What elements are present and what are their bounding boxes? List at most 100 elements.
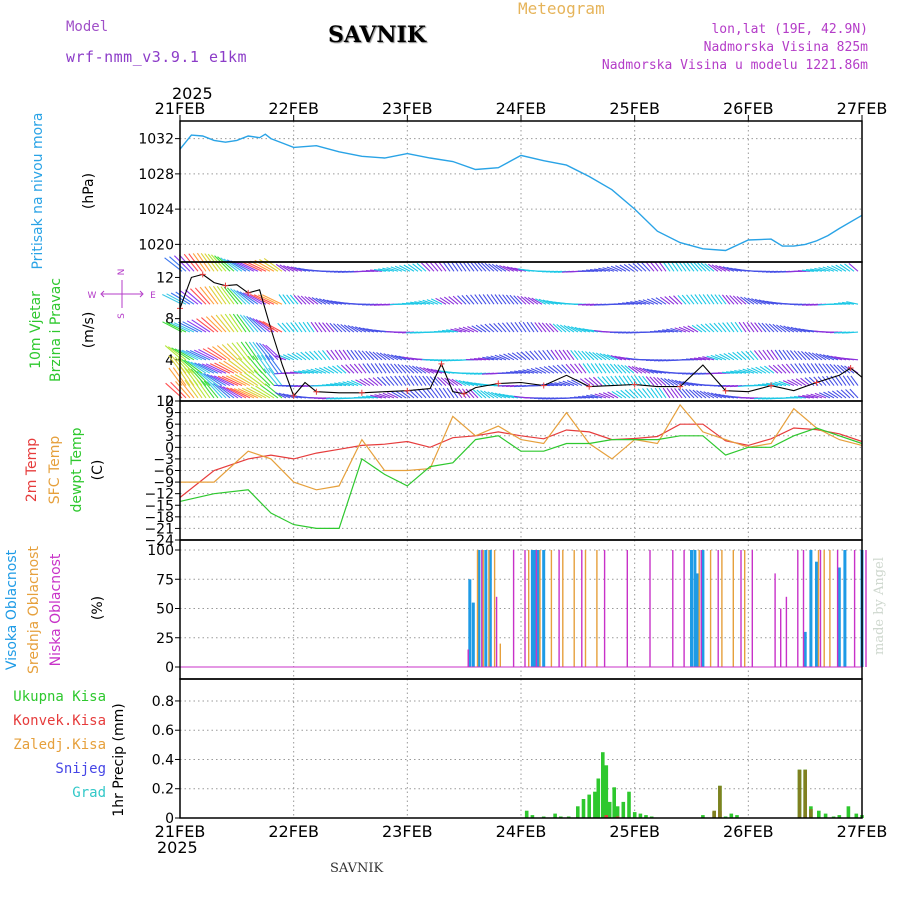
wind-barb xyxy=(574,363,583,374)
wind-barb xyxy=(474,357,487,361)
wind-barb xyxy=(180,358,199,374)
wind-barb xyxy=(345,364,355,374)
wind-barb xyxy=(232,358,251,374)
wind-barb xyxy=(437,376,447,386)
wind-barb xyxy=(602,363,611,374)
wind-barb xyxy=(218,361,239,374)
wind-barb xyxy=(362,363,371,374)
wind-barb xyxy=(710,354,723,361)
wind-y-tick: 0 xyxy=(165,394,174,410)
wind-barb xyxy=(711,264,723,272)
wind-barb xyxy=(482,294,491,305)
wind-barb xyxy=(609,363,619,374)
wind-barb xyxy=(740,296,751,305)
wind-barb xyxy=(645,376,655,386)
wind-barb xyxy=(719,353,731,361)
wind-barb xyxy=(786,349,795,361)
wind-barb xyxy=(787,326,799,333)
wind-barb xyxy=(700,323,711,333)
wind-barb xyxy=(171,347,191,361)
wind-barb xyxy=(306,321,315,333)
wind-barb xyxy=(217,256,235,272)
wind-barb xyxy=(217,375,239,387)
wind-barb xyxy=(404,389,415,399)
wind-barb xyxy=(651,297,663,305)
wind-barb xyxy=(674,261,683,272)
wind-barb xyxy=(635,366,647,374)
wind-barb xyxy=(478,294,487,305)
wind-barb xyxy=(730,267,743,272)
wind-barb xyxy=(579,378,591,387)
precip-bar-0 xyxy=(632,812,637,818)
wind-barb xyxy=(434,369,447,374)
wind-barb xyxy=(642,388,651,399)
wind-barb xyxy=(410,301,423,305)
wind-barb xyxy=(374,394,387,399)
wind-barb xyxy=(214,255,231,272)
cloud-bar-1 xyxy=(698,550,700,667)
wind-barb xyxy=(658,261,667,272)
wind-barb xyxy=(662,329,675,333)
wind-barb xyxy=(637,388,647,399)
cloud-bar-0 xyxy=(695,573,699,667)
wind-barb xyxy=(846,301,859,305)
wind-barb xyxy=(516,295,527,305)
pressure-y-tick: 1028 xyxy=(138,167,174,183)
wind-barb xyxy=(475,324,487,333)
wind-barb xyxy=(730,321,739,333)
cloud-bar-2 xyxy=(836,550,839,667)
wind-barb xyxy=(793,350,803,361)
cloud-bar-1 xyxy=(528,550,530,667)
wind-barb xyxy=(545,322,555,333)
wind-barb xyxy=(794,396,807,399)
wind-barb xyxy=(175,291,195,305)
wind-barb xyxy=(831,265,843,272)
wind-barb xyxy=(358,326,371,333)
precip-bar-0 xyxy=(607,801,612,818)
temp-y-tick: −12 xyxy=(144,487,174,503)
wind-ylabel-2: Brzina i Pravac xyxy=(48,278,64,382)
wind-barb xyxy=(585,351,595,361)
precip-bar-0 xyxy=(601,752,605,818)
wind-barb xyxy=(704,263,715,272)
cloud-bar-2 xyxy=(780,608,782,667)
wind-barb xyxy=(768,323,779,333)
cloud-bar-2 xyxy=(603,550,606,667)
wind-barb xyxy=(430,298,443,305)
wind-barb xyxy=(247,355,263,374)
wind-barb xyxy=(804,351,815,361)
wind-barb xyxy=(268,367,283,386)
precip-bar-0 xyxy=(581,799,586,818)
cloud-bar-0 xyxy=(530,550,534,667)
wind-barb xyxy=(329,322,339,333)
wind-barb xyxy=(433,261,443,272)
wind-barb xyxy=(191,319,211,333)
wind-barb xyxy=(239,314,255,333)
wind-barb xyxy=(385,376,395,386)
wind-barb xyxy=(308,296,319,305)
wind-barb xyxy=(543,366,555,374)
wind-barb xyxy=(389,375,399,386)
wind-barb xyxy=(190,368,207,386)
wind-barb xyxy=(535,298,547,305)
wind-barb xyxy=(556,364,567,374)
wind-barb xyxy=(173,322,195,333)
wind-barb xyxy=(241,387,263,399)
wind-barb xyxy=(421,388,431,399)
wind-barb xyxy=(230,374,251,387)
cloud-bar-2 xyxy=(853,550,856,667)
wind-barb xyxy=(290,266,303,272)
wind-barb xyxy=(187,368,203,386)
wind-barb xyxy=(207,347,227,361)
wind-unit: (m/s) xyxy=(81,312,97,349)
wind-barb xyxy=(741,351,751,361)
wind-barb xyxy=(516,351,527,361)
wind-barb xyxy=(502,265,515,272)
wind-barb xyxy=(476,389,487,399)
wind-barb xyxy=(223,286,239,305)
wind-barb xyxy=(707,263,719,272)
wind-barb xyxy=(395,390,407,399)
wind-barb xyxy=(718,393,731,399)
x-tick-top: 23FEB xyxy=(382,99,433,118)
wind-barb xyxy=(483,390,495,399)
